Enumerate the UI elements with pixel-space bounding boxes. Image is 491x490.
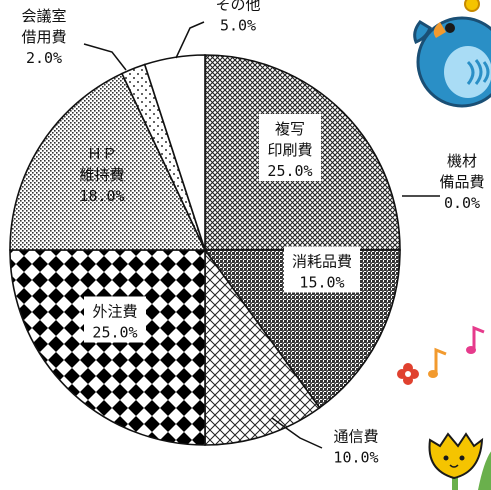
slice-value-label: 5.0% — [220, 17, 256, 35]
slice-label: 機材 — [447, 152, 477, 170]
slice-value-label: 0.0% — [444, 194, 480, 212]
pie-slice — [143, 54, 206, 251]
pie-slice — [204, 247, 321, 446]
slice-label: その他 — [215, 0, 260, 14]
leader-line — [175, 21, 205, 59]
music-notes-icon — [428, 325, 485, 378]
leader-line — [271, 417, 323, 449]
slice-label: 維持費 — [79, 166, 124, 184]
slice-value-label: 25.0% — [92, 324, 137, 342]
slice-label-box — [259, 114, 321, 181]
pie-slice — [9, 72, 207, 251]
slice-value-label: 15.0% — [299, 274, 344, 292]
slice-label: 消耗品費 — [292, 253, 352, 271]
slice-value-label: 25.0% — [267, 162, 312, 180]
slice-label: 備品費 — [439, 173, 484, 191]
flowers-icon — [397, 363, 491, 490]
slice-label: ＨＰ — [87, 145, 117, 163]
bluebird-icon — [413, 0, 491, 108]
slice-label: 通信費 — [333, 428, 378, 446]
slice-value-label: 18.0% — [79, 187, 124, 205]
leader-lines — [83, 21, 440, 449]
slice-value-label: 2.0% — [26, 49, 62, 67]
slice-label-box — [284, 246, 360, 293]
slice-label-box — [84, 296, 146, 343]
slice-label: 外注費 — [92, 303, 137, 321]
leader-line — [83, 43, 127, 71]
slice-label: 借用費 — [21, 28, 66, 46]
slice-value-label: 10.0% — [333, 449, 378, 467]
slice-label: 印刷費 — [267, 141, 312, 159]
pie-slice — [9, 249, 206, 446]
slice-label: 会議室 — [21, 7, 66, 25]
slice-label: 複写 — [275, 120, 305, 138]
